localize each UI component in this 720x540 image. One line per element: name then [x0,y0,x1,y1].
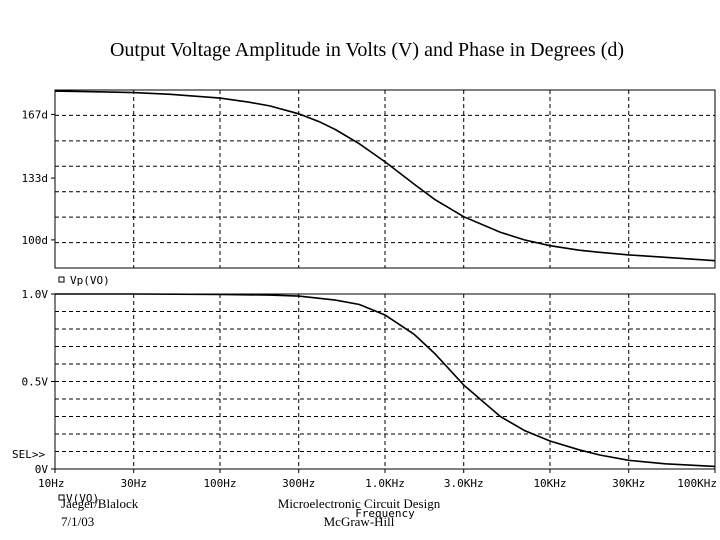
y-tick-label: 133d [22,172,49,185]
y-tick-label: 1.0V [22,288,49,301]
x-tick-label: 30Hz [120,477,147,490]
y-tick-label: 100d [22,234,49,247]
phase-grid [55,90,715,268]
x-tick-label: 100Hz [203,477,236,490]
legend-marker-square [58,276,65,283]
phase-legend: Vp(VO) [58,274,110,287]
footer-date: 7/1/03 [61,514,94,529]
x-tick-label: 300Hz [282,477,315,490]
x-tick-label: 10KHz [533,477,566,490]
amplitude-grid [55,294,715,469]
amplitude-plot-frame [54,293,716,470]
legend-label-amplitude: V(VO) [66,492,99,505]
y-tick-label: 167d [22,108,49,121]
x-axis-title: Frequency [355,507,415,520]
y-tick-label: 0.5V [22,376,49,389]
phase-plot-frame [54,89,716,269]
amplitude-plot: 1.0V 0.5V 0V 10Hz 30Hz 100Hz 300Hz 1.0KHz 3.0KH… [22,288,718,490]
x-tick-label: 100KHz [677,477,717,490]
amplitude-trace [55,293,716,468]
footer-author: Jaeger/Blalock [61,496,139,511]
amplitude-y-axis: 1.0V 0.5V 0V [22,288,55,476]
chart-title: Output Voltage Amplitude in Volts (V) an… [110,39,624,61]
footer-publisher: McGraw-Hill [324,514,395,529]
x-tick-label: 30KHz [612,477,645,490]
x-tick-label: 1.0KHz [365,477,405,490]
phase-plot: 167d 133d 100d [22,89,716,269]
footer-book-title: Microelectronic Circuit Design [278,496,441,511]
legend-label-phase: Vp(VO) [70,274,110,287]
amplitude-legend: V(VO) [58,492,99,505]
x-tick-label: 10Hz [38,477,65,490]
legend-marker-square [58,494,65,501]
selection-marker: SEL>> [12,448,45,461]
frequency-x-axis: 10Hz 30Hz 100Hz 300Hz 1.0KHz 3.0KHz 10KHz 30KHz… [38,469,717,490]
phase-trace [54,90,716,262]
x-tick-label: 3.0KHz [444,477,484,490]
y-tick-label: 0V [35,463,49,476]
phase-y-axis: 167d 133d 100d [22,108,55,247]
